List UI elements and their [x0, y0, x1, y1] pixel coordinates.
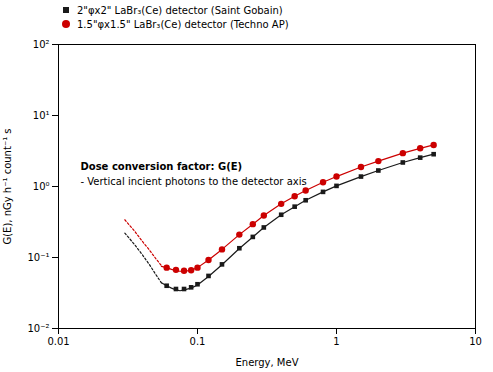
svg-text:10⁰: 10⁰ — [33, 181, 50, 192]
svg-text:Dose conversion factor: G(E): Dose conversion factor: G(E) — [81, 161, 243, 172]
svg-text:10¹: 10¹ — [33, 110, 50, 121]
svg-text:Energy, MeV: Energy, MeV — [236, 357, 299, 368]
svg-text:0.01: 0.01 — [47, 336, 69, 347]
html-text:1.5"φx1.5" LaBr₃(Ce) detector: 1.5"φx1.5" LaBr₃(Ce) detector (Techno AP… — [77, 18, 289, 30]
svg-text:10⁻²: 10⁻² — [27, 323, 49, 334]
svg-text:G(E), nGy h⁻¹ count⁻¹ s: G(E), nGy h⁻¹ count⁻¹ s — [2, 128, 13, 244]
svg-text:10²: 10² — [33, 39, 50, 50]
svg-text:0.1: 0.1 — [190, 336, 206, 347]
html-text:2"φx2" LaBr₃(Ce) detector (Sai: 2"φx2" LaBr₃(Ce) detector (Saint Gobain) — [77, 4, 283, 16]
svg-text:- Vertical incient photons to: - Vertical incient photons to the detect… — [81, 176, 307, 187]
svg-text:10: 10 — [469, 336, 482, 347]
svg-text:1: 1 — [333, 336, 339, 347]
svg-text:10⁻¹: 10⁻¹ — [27, 252, 49, 263]
